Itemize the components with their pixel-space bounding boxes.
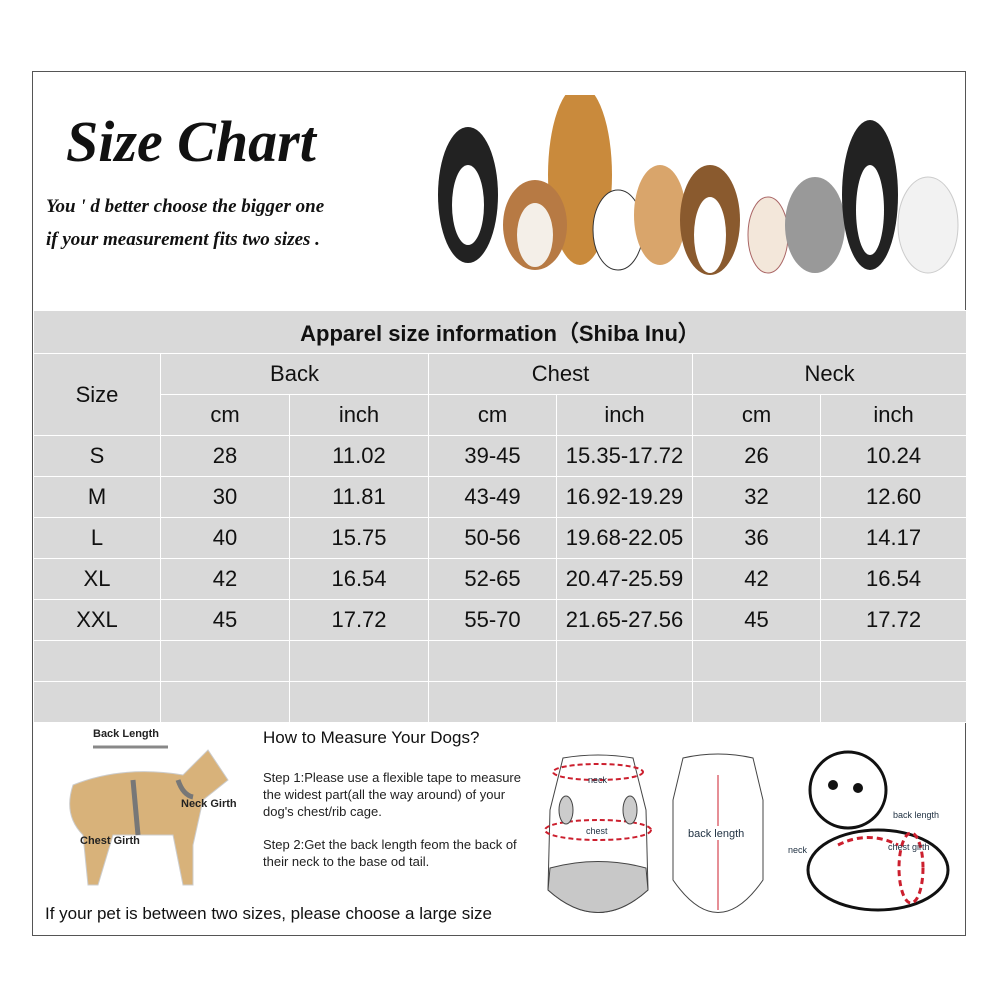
garment-front-diagram: neck chest [544,754,652,913]
table-row: M 30 11.81 43-49 16.92-19.29 32 12.60 [33,476,968,518]
value-cell: 28 [160,435,290,477]
back-length-label: Back Length [93,728,160,740]
group-header-chest: Chest [428,353,693,395]
value-cell: 15.35-17.72 [556,435,693,477]
value-cell: 32 [692,476,821,518]
garment-back-diagram: back length [672,753,764,913]
dog-measure-illustration [69,745,229,886]
puppy-chest-girth-label: chest girth [888,842,930,852]
garment-chest-label: chest [586,826,608,836]
value-cell: 20.47-25.59 [556,558,693,600]
value-cell: 45 [160,599,290,641]
value-cell: 43-49 [428,476,557,518]
table-row [33,681,968,723]
value-cell: 45 [692,599,821,641]
garment-neck-label: neck [588,775,608,785]
value-cell: 16.92-19.29 [556,476,693,518]
garment-back-length-label: back length [688,828,744,840]
chest-girth-label: Chest Girth [80,835,140,847]
group-header-neck: Neck [691,353,968,395]
size-table: Apparel size information（Shiba Inu） Size… [32,310,968,723]
size-cell: XL [33,558,161,600]
how-to-heading: How to Measure Your Dogs? [263,728,480,747]
chart-title: Size Chart [66,109,316,174]
dog-illustration [438,95,959,275]
value-cell: 17.72 [289,599,429,641]
step-1: Step 1:Please use a flexible tape to mea… [263,770,521,819]
value-cell: 11.02 [289,435,429,477]
table-row: L 40 15.75 50-56 19.68-22.05 36 14.17 [33,517,968,559]
value-cell: 36 [692,517,821,559]
value-cell: 17.72 [819,599,968,641]
value-cell: 12.60 [819,476,968,518]
size-header: Size [33,353,161,436]
value-cell: 10.24 [819,435,968,477]
value-cell [819,640,968,682]
value-cell [692,681,821,723]
value-cell: 16.54 [819,558,968,600]
unit-header: cm [692,394,821,436]
value-cell: 16.54 [289,558,429,600]
size-cell [33,640,161,682]
step-2: Step 2:Get the back length feom the back… [263,837,517,869]
unit-header: cm [428,394,557,436]
note-line-2: if your measurement fits two sizes . [46,229,320,250]
value-cell: 15.75 [289,517,429,559]
neck-girth-label: Neck Girth [181,798,237,810]
value-cell [289,681,429,723]
footer-note: If your pet is between two sizes, please… [45,904,492,923]
size-cell: M [33,476,161,518]
size-cell: XXL [33,599,161,641]
value-cell [819,681,968,723]
value-cell [428,640,557,682]
value-cell: 19.68-22.05 [556,517,693,559]
size-cell: S [33,435,161,477]
value-cell: 14.17 [819,517,968,559]
value-cell: 11.81 [289,476,429,518]
value-cell: 30 [160,476,290,518]
table-row: XXL 45 17.72 55-70 21.65-27.56 45 17.72 [33,599,968,641]
unit-header: inch [819,394,968,436]
group-header-back: Back [160,353,429,395]
puppy-neck-label: neck [788,845,808,855]
puppy-diagram: back length neck chest girth [788,750,950,912]
pets-photo [438,95,959,275]
value-cell [692,640,821,682]
unit-header: inch [556,394,693,436]
unit-header: cm [160,394,290,436]
table-row [33,640,968,682]
value-cell [289,640,429,682]
garment-diagrams: neck chest back length back length neck … [544,750,950,913]
value-cell: 39-45 [428,435,557,477]
table-title: Apparel size information（Shiba Inu） [32,310,968,354]
note-line-1: You ' d better choose the bigger one [46,196,325,217]
value-cell: 55-70 [428,599,557,641]
value-cell: 40 [160,517,290,559]
value-cell: 50-56 [428,517,557,559]
value-cell [160,640,290,682]
size-cell [33,681,161,723]
value-cell: 52-65 [428,558,557,600]
measure-section: Back Length Neck Girth Chest Girth How t… [33,710,966,936]
value-cell [428,681,557,723]
value-cell: 26 [692,435,821,477]
value-cell: 42 [692,558,821,600]
puppy-back-length-label: back length [893,810,939,820]
value-cell: 21.65-27.56 [556,599,693,641]
table-row: S 28 11.02 39-45 15.35-17.72 26 10.24 [33,435,968,477]
value-cell: 42 [160,558,290,600]
table-row: XL 42 16.54 52-65 20.47-25.59 42 16.54 [33,558,968,600]
value-cell [556,640,693,682]
size-cell: L [33,517,161,559]
unit-header: inch [289,394,429,436]
